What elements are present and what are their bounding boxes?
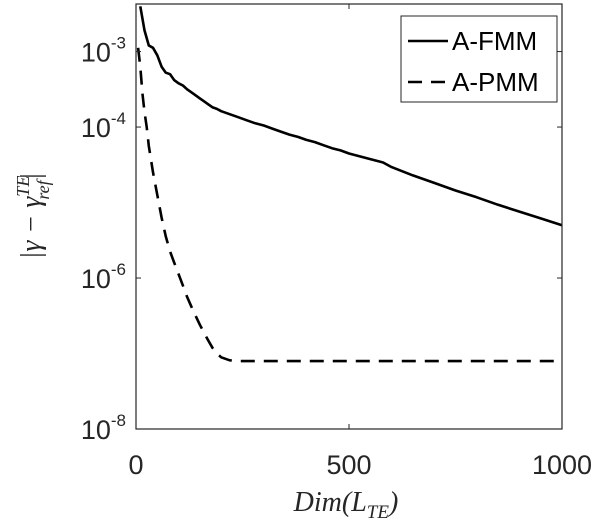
- y-axis-label: |γ − γTEref|: [13, 173, 53, 260]
- ticks-layer: 0 500 1000 10-8 10-6 10-4 10-3: [81, 4, 592, 480]
- legend-label-a-pmm: A-PMM: [452, 67, 539, 97]
- y-tick-label: 10-4: [81, 109, 126, 143]
- x-tick-label: 500: [326, 450, 371, 480]
- x-tick-label: 0: [128, 450, 143, 480]
- series-layer: [136, 6, 563, 363]
- y-tick-label: 10-8: [81, 411, 126, 445]
- legend: A-FMM A-PMM: [400, 15, 558, 103]
- x-tick-label: 1000: [532, 450, 592, 480]
- series-line-a-fmm: [139, 6, 563, 227]
- x-axis-label: Dim(LTE): [293, 487, 399, 523]
- legend-label-a-fmm: A-FMM: [452, 26, 537, 56]
- y-tick-label: 10-3: [81, 34, 126, 68]
- series-line-a-pmm: [136, 47, 562, 363]
- y-tick-label: 10-6: [81, 260, 126, 294]
- legend-box: [400, 15, 558, 103]
